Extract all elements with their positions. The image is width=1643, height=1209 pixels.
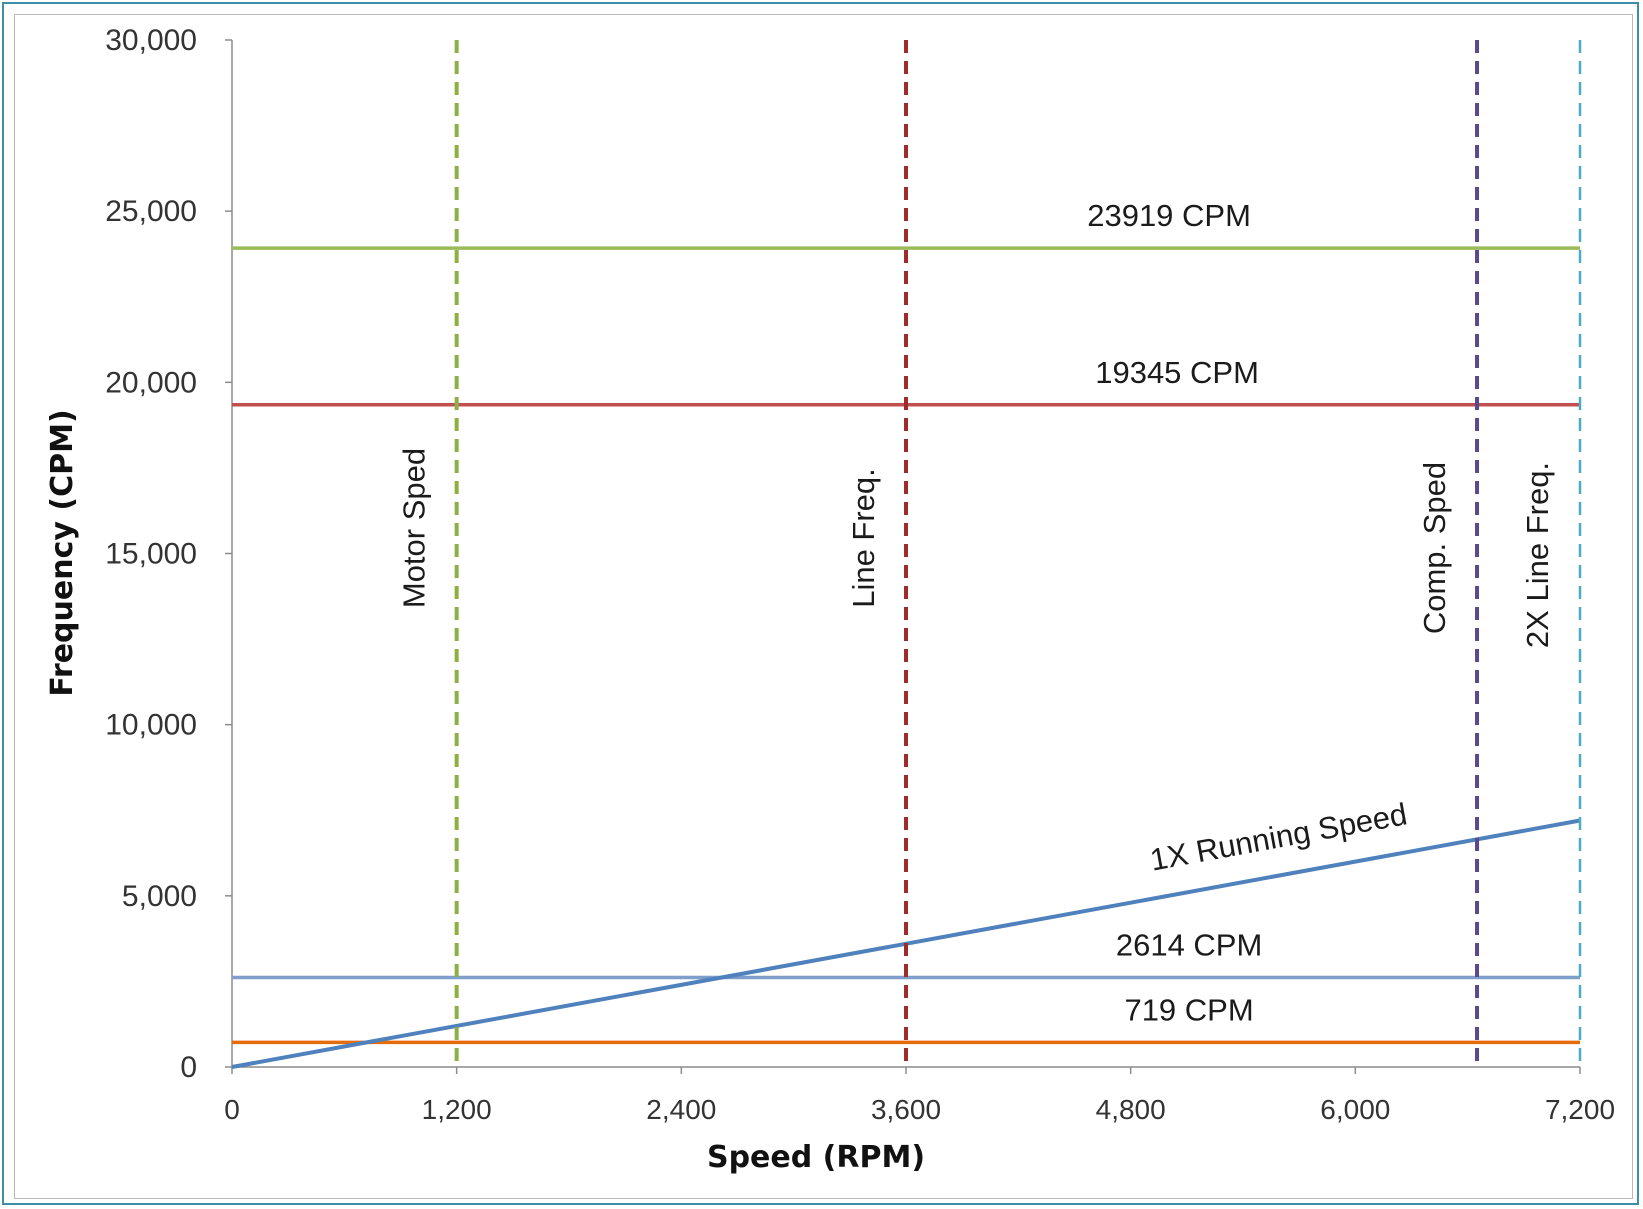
x-tick-label: 2,400 — [646, 1094, 716, 1125]
reference-line-label: 23919 CPM — [1087, 198, 1251, 233]
y-axis-title: Frequency (CPM) — [45, 409, 80, 696]
x-tick-label: 3,600 — [871, 1094, 941, 1125]
axes: 0 5,000 10,000 15,000 20,000 25,000 30,000 0 1,2… — [105, 24, 1615, 1125]
y-tick-label: 5,000 — [122, 880, 197, 913]
x-tick-label: 1,200 — [422, 1094, 492, 1125]
y-tick-label: 20,000 — [105, 366, 197, 399]
reference-vline-label: Motor Sped — [397, 448, 432, 608]
x-tick-label: 0 — [224, 1094, 240, 1125]
reference-vline-label: Line Freq. — [846, 468, 881, 608]
y-tick-label: 30,000 — [105, 24, 197, 57]
vertical-reference-lines — [454, 40, 1582, 1067]
horizontal-reference-lines — [232, 246, 1580, 1045]
reference-line-label: 719 CPM — [1124, 992, 1253, 1027]
y-tick-label: 10,000 — [105, 709, 197, 742]
reference-vline-label: Comp. Sped — [1417, 462, 1452, 634]
x-tick-label: 6,000 — [1320, 1094, 1390, 1125]
x-tick-label: 7,200 — [1545, 1094, 1615, 1125]
y-tick-label: 25,000 — [105, 195, 197, 228]
x-tick-label: 4,800 — [1096, 1094, 1166, 1125]
reference-line-label: 19345 CPM — [1095, 355, 1259, 390]
reference-line-label: 2614 CPM — [1116, 928, 1262, 963]
reference-vline-label: 2X Line Freq. — [1520, 462, 1555, 648]
y-tick-label: 0 — [180, 1051, 197, 1084]
y-tick-label: 15,000 — [105, 538, 197, 571]
chart-area — [14, 14, 1633, 1199]
series-label: 1X Running Speed — [1147, 796, 1409, 877]
annotation-labels: 23919 CPM 19345 CPM 2614 CPM 719 CPM 1X Runn… — [397, 198, 1555, 1027]
x-axis-title: Speed (RPM) — [707, 1140, 925, 1175]
